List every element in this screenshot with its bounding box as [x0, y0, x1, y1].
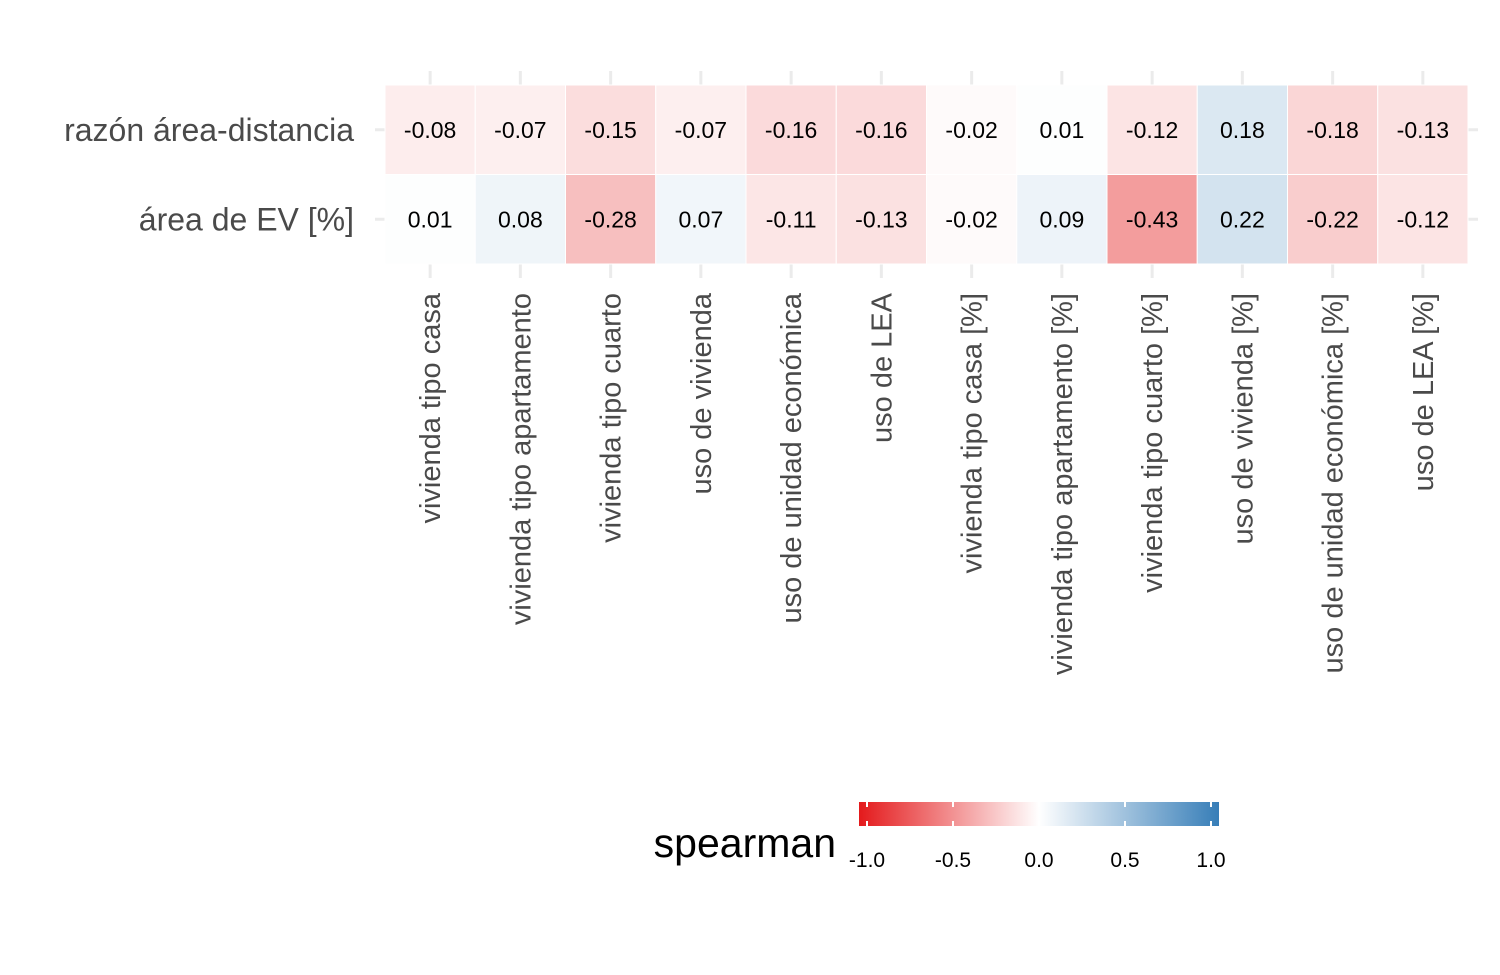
heatmap-cell [1377, 174, 1469, 265]
heatmap-cell [384, 174, 476, 265]
x-axis-label: vivienda tipo cuarto [596, 293, 628, 543]
cell-value-label: -0.15 [584, 117, 636, 143]
cell-value-label: -0.07 [675, 117, 727, 143]
cell-value-label: 0.08 [498, 206, 543, 232]
x-axis-label: uso de unidad económica [%] [1318, 293, 1350, 673]
cell-value-label: -0.02 [945, 117, 997, 143]
cell-value-label: 0.01 [408, 206, 453, 232]
heatmap-cell [1287, 84, 1379, 175]
cell-value-label: -0.18 [1306, 117, 1358, 143]
heatmap-cell [745, 84, 837, 175]
x-axis-label: vivienda tipo cuarto [%] [1137, 293, 1169, 593]
cell-value-label: -0.16 [855, 117, 907, 143]
y-axis-label: razón área-distancia [64, 112, 354, 148]
x-axis-label: vivienda tipo apartamento [505, 293, 537, 625]
cell-value-label: -0.11 [766, 206, 817, 232]
heatmap-cell [926, 84, 1018, 175]
heatmap-cell [745, 174, 837, 265]
heatmap-cell [835, 174, 927, 265]
legend-tick-label: 0.5 [1110, 849, 1139, 872]
x-axis-label: uso de vivienda [%] [1227, 293, 1259, 544]
heatmap-cell [1377, 84, 1469, 175]
cell-value-label: -0.02 [945, 206, 997, 232]
x-axis-label: vivienda tipo casa [415, 292, 447, 523]
cell-value-label: 0.07 [678, 206, 723, 232]
heatmap-cell [565, 174, 657, 265]
cell-value-label: -0.16 [765, 117, 817, 143]
x-axis-label: uso de LEA [866, 292, 898, 443]
heatmap-cell [835, 84, 927, 175]
y-axis-label: área de EV [%] [139, 201, 354, 237]
heatmap-cell [926, 174, 1018, 265]
x-axis-label: uso de vivienda [686, 292, 718, 494]
heatmap-cell [565, 84, 657, 175]
heatmap-cell [1016, 84, 1108, 175]
cell-value-label: -0.12 [1397, 206, 1449, 232]
cell-value-label: -0.07 [494, 117, 546, 143]
heatmap-cell [1287, 174, 1379, 265]
heatmap-cell [1196, 84, 1288, 175]
cell-value-label: 0.22 [1220, 206, 1265, 232]
legend-title: spearman [654, 820, 836, 866]
cell-value-label: -0.13 [1397, 117, 1449, 143]
x-axis-label: vivienda tipo apartamento [%] [1047, 293, 1079, 675]
heatmap-cell [1016, 174, 1108, 265]
cell-value-label: -0.28 [584, 206, 636, 232]
legend-tick-label: -1.0 [849, 849, 885, 872]
legend-tick-label: 1.0 [1196, 849, 1225, 872]
cell-value-label: -0.43 [1126, 206, 1178, 232]
legend-tick-label: -0.5 [935, 849, 971, 872]
x-axis-labels: vivienda tipo casa vivienda tipo apartame… [415, 292, 1440, 675]
cell-value-label: 0.09 [1039, 206, 1084, 232]
x-axis-label: uso de unidad económica [776, 292, 808, 623]
cell-value-label: 0.01 [1039, 117, 1084, 143]
y-axis-labels: razón área-distancia área de EV [%] [64, 112, 354, 238]
legend-tick-label: 0.0 [1024, 849, 1053, 872]
heatmap-cells: -0.08 -0.07 -0.15 -0.07 -0.16 -0.16 -0.02 0.01 -… [384, 84, 1469, 265]
x-axis-label: uso de LEA [%] [1408, 293, 1440, 491]
cell-value-label: -0.08 [404, 117, 456, 143]
heatmap-cell [1196, 174, 1288, 265]
heatmap-cell [1106, 84, 1198, 175]
heatmap-cell [655, 174, 747, 265]
cell-value-label: 0.18 [1220, 117, 1265, 143]
cell-value-label: -0.13 [855, 206, 907, 232]
cell-value-label: -0.12 [1126, 117, 1178, 143]
cell-value-label: -0.22 [1306, 206, 1358, 232]
x-axis-label: vivienda tipo casa [%] [957, 293, 989, 573]
heatmap-cell [474, 174, 566, 265]
color-legend: spearman -1.0 -0.5 0.0 0.5 1.0 [654, 802, 1226, 872]
heatmap-cell [1106, 174, 1198, 265]
